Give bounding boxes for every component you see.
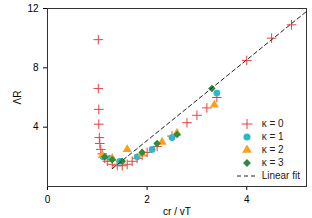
html-text:κ = 2: κ = 2: [261, 144, 284, 155]
svg-text:4: 4: [33, 121, 39, 132]
svg-text:4: 4: [244, 194, 250, 205]
html-text:κ = 1: κ = 1: [261, 131, 284, 142]
svg-text:12: 12: [27, 3, 39, 14]
svg-text:0: 0: [45, 194, 51, 205]
html-text:κ = 0: κ = 0: [261, 118, 284, 129]
svg-text:8: 8: [33, 62, 39, 73]
svg-text:ΛR: ΛR: [12, 91, 23, 105]
html-text:Linear fit: Linear fit: [261, 170, 300, 181]
svg-text:2: 2: [144, 194, 150, 205]
svg-text:cr / vT: cr / vT: [163, 206, 191, 217]
html-text:κ = 3: κ = 3: [261, 157, 284, 168]
